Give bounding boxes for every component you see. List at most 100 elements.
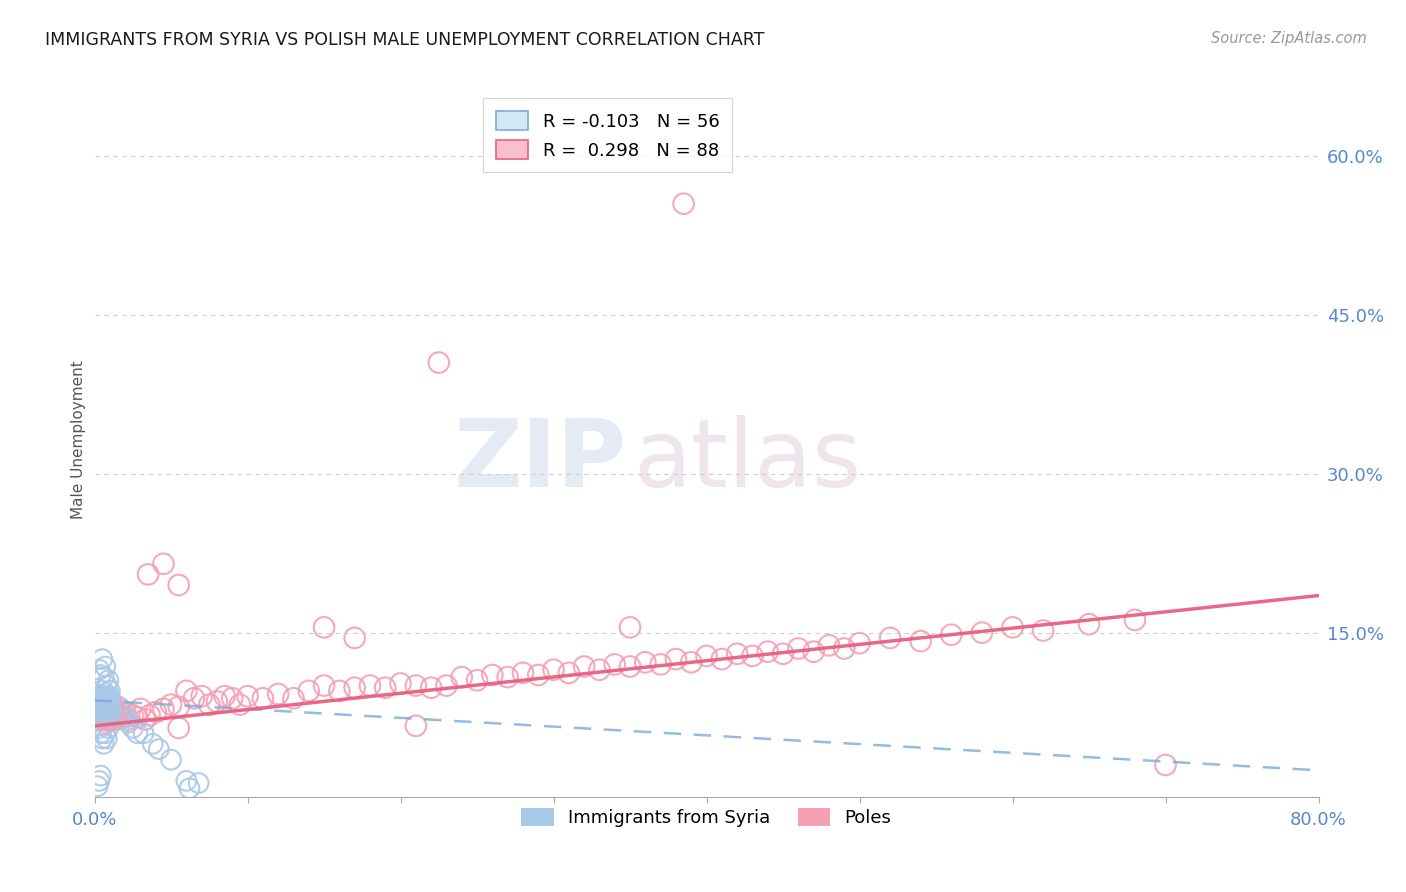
Point: [436, 679, 458, 693]
Point: [93, 670, 115, 684]
Point: [803, 645, 825, 659]
Point: [183, 691, 205, 706]
Point: [450, 670, 472, 684]
Point: [111, 705, 134, 719]
Point: [91, 705, 114, 719]
Point: [97, 714, 120, 728]
Point: [134, 713, 156, 727]
Point: [96, 695, 118, 709]
Point: [710, 652, 733, 666]
Point: [214, 689, 236, 703]
Point: [252, 691, 274, 706]
Point: [619, 659, 641, 673]
Point: [104, 700, 127, 714]
Point: [328, 684, 350, 698]
Point: [89, 705, 111, 719]
Point: [167, 578, 190, 592]
Point: [93, 697, 115, 711]
Point: [89, 702, 111, 716]
Point: [97, 705, 120, 719]
Point: [588, 663, 610, 677]
Point: [650, 657, 672, 672]
Point: [696, 648, 718, 663]
Point: [101, 705, 124, 719]
Point: [94, 698, 117, 712]
Point: [267, 687, 290, 701]
Point: [190, 689, 212, 703]
Point: [572, 659, 595, 673]
Point: [103, 706, 125, 721]
Point: [114, 705, 136, 719]
Text: Source: ZipAtlas.com: Source: ZipAtlas.com: [1211, 31, 1367, 46]
Point: [103, 699, 125, 714]
Point: [236, 689, 259, 703]
Point: [100, 699, 122, 714]
Point: [941, 628, 963, 642]
Point: [89, 773, 111, 788]
Point: [127, 726, 149, 740]
Point: [90, 710, 112, 724]
Point: [359, 679, 381, 693]
Point: [96, 731, 118, 746]
Point: [101, 710, 124, 724]
Point: [167, 721, 190, 735]
Point: [221, 691, 243, 706]
Point: [98, 699, 121, 714]
Point: [97, 688, 120, 702]
Text: ZIP: ZIP: [454, 415, 627, 507]
Point: [97, 721, 120, 735]
Point: [142, 737, 165, 751]
Point: [96, 710, 118, 724]
Point: [527, 668, 550, 682]
Point: [86, 707, 108, 722]
Point: [114, 710, 136, 724]
Point: [90, 698, 112, 713]
Point: [94, 694, 117, 708]
Point: [160, 753, 183, 767]
Point: [107, 705, 129, 719]
Point: [312, 679, 335, 693]
Point: [91, 706, 114, 721]
Point: [741, 648, 763, 663]
Point: [91, 713, 114, 727]
Point: [772, 647, 794, 661]
Point: [558, 665, 581, 680]
Point: [970, 625, 993, 640]
Point: [86, 779, 108, 793]
Point: [110, 710, 132, 724]
Point: [512, 665, 534, 680]
Point: [96, 710, 118, 724]
Point: [205, 694, 228, 708]
Point: [1032, 624, 1054, 638]
Point: [98, 684, 121, 698]
Point: [86, 698, 108, 713]
Point: [1123, 613, 1146, 627]
Point: [100, 694, 122, 708]
Point: [634, 655, 657, 669]
Point: [105, 712, 128, 726]
Point: [136, 567, 159, 582]
Point: [121, 721, 143, 735]
Point: [187, 776, 209, 790]
Point: [343, 681, 366, 695]
Point: [93, 708, 115, 723]
Point: [665, 652, 688, 666]
Point: [91, 652, 114, 666]
Point: [129, 702, 152, 716]
Point: [94, 659, 117, 673]
Point: [94, 705, 117, 719]
Point: [90, 701, 112, 715]
Point: [93, 693, 115, 707]
Point: [152, 702, 174, 716]
Point: [405, 719, 427, 733]
Point: [104, 710, 127, 724]
Point: [89, 663, 111, 677]
Point: [127, 710, 149, 724]
Point: [86, 689, 108, 703]
Point: [787, 641, 810, 656]
Point: [152, 557, 174, 571]
Point: [86, 694, 108, 708]
Point: [93, 737, 115, 751]
Point: [198, 698, 221, 712]
Point: [179, 781, 201, 796]
